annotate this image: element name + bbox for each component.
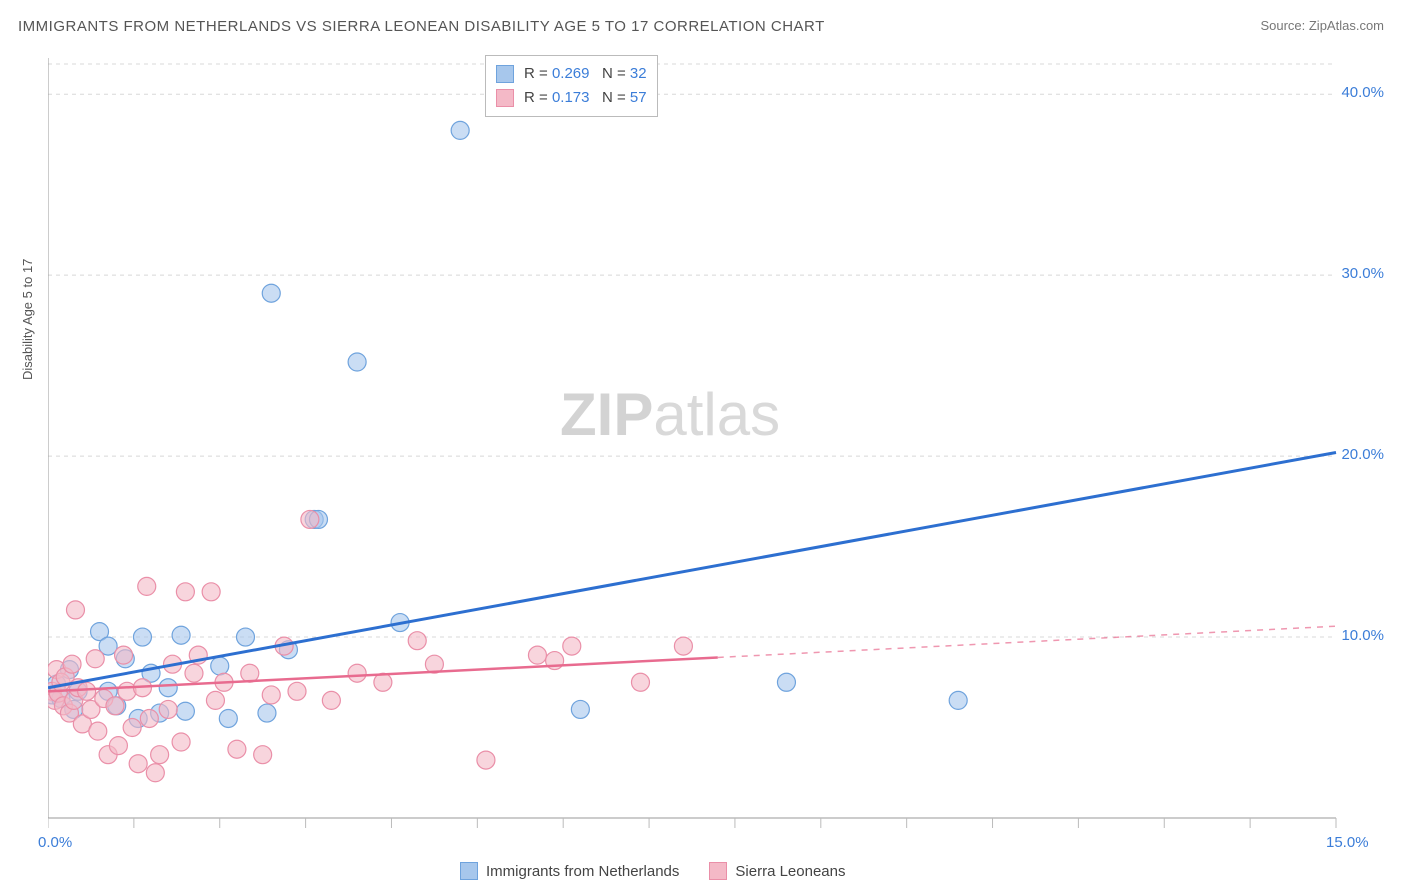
chart-title: IMMIGRANTS FROM NETHERLANDS VS SIERRA LE… bbox=[18, 18, 825, 35]
y-tick-label: 20.0% bbox=[1341, 446, 1384, 463]
y-tick-label: 40.0% bbox=[1341, 84, 1384, 101]
legend-swatch bbox=[709, 862, 727, 880]
chart-area: Disability Age 5 to 17 bbox=[48, 50, 1386, 840]
legend-item: Immigrants from Netherlands bbox=[460, 862, 679, 880]
legend-stat-text: R = 0.173 N = 57 bbox=[524, 86, 647, 110]
x-tick-label: 15.0% bbox=[1326, 834, 1369, 851]
source-label: Source: ZipAtlas.com bbox=[1260, 18, 1384, 33]
legend-label: Sierra Leoneans bbox=[735, 863, 845, 880]
legend-row: R = 0.173 N = 57 bbox=[496, 86, 647, 110]
legend-stat-text: R = 0.269 N = 32 bbox=[524, 62, 647, 86]
legend-swatch bbox=[496, 89, 514, 107]
legend-swatch bbox=[460, 862, 478, 880]
legend-correlation-box: R = 0.269 N = 32R = 0.173 N = 57 bbox=[485, 55, 658, 117]
legend-row: R = 0.269 N = 32 bbox=[496, 62, 647, 86]
x-tick-label: 0.0% bbox=[38, 834, 72, 851]
y-axis-label: Disability Age 5 to 17 bbox=[20, 259, 35, 380]
y-tick-label: 10.0% bbox=[1341, 627, 1384, 644]
legend-series: Immigrants from Netherlands Sierra Leonea… bbox=[460, 862, 845, 880]
scatter-plot-svg bbox=[48, 50, 1386, 840]
legend-swatch bbox=[496, 65, 514, 83]
legend-label: Immigrants from Netherlands bbox=[486, 863, 679, 880]
y-tick-label: 30.0% bbox=[1341, 265, 1384, 282]
legend-item: Sierra Leoneans bbox=[709, 862, 845, 880]
